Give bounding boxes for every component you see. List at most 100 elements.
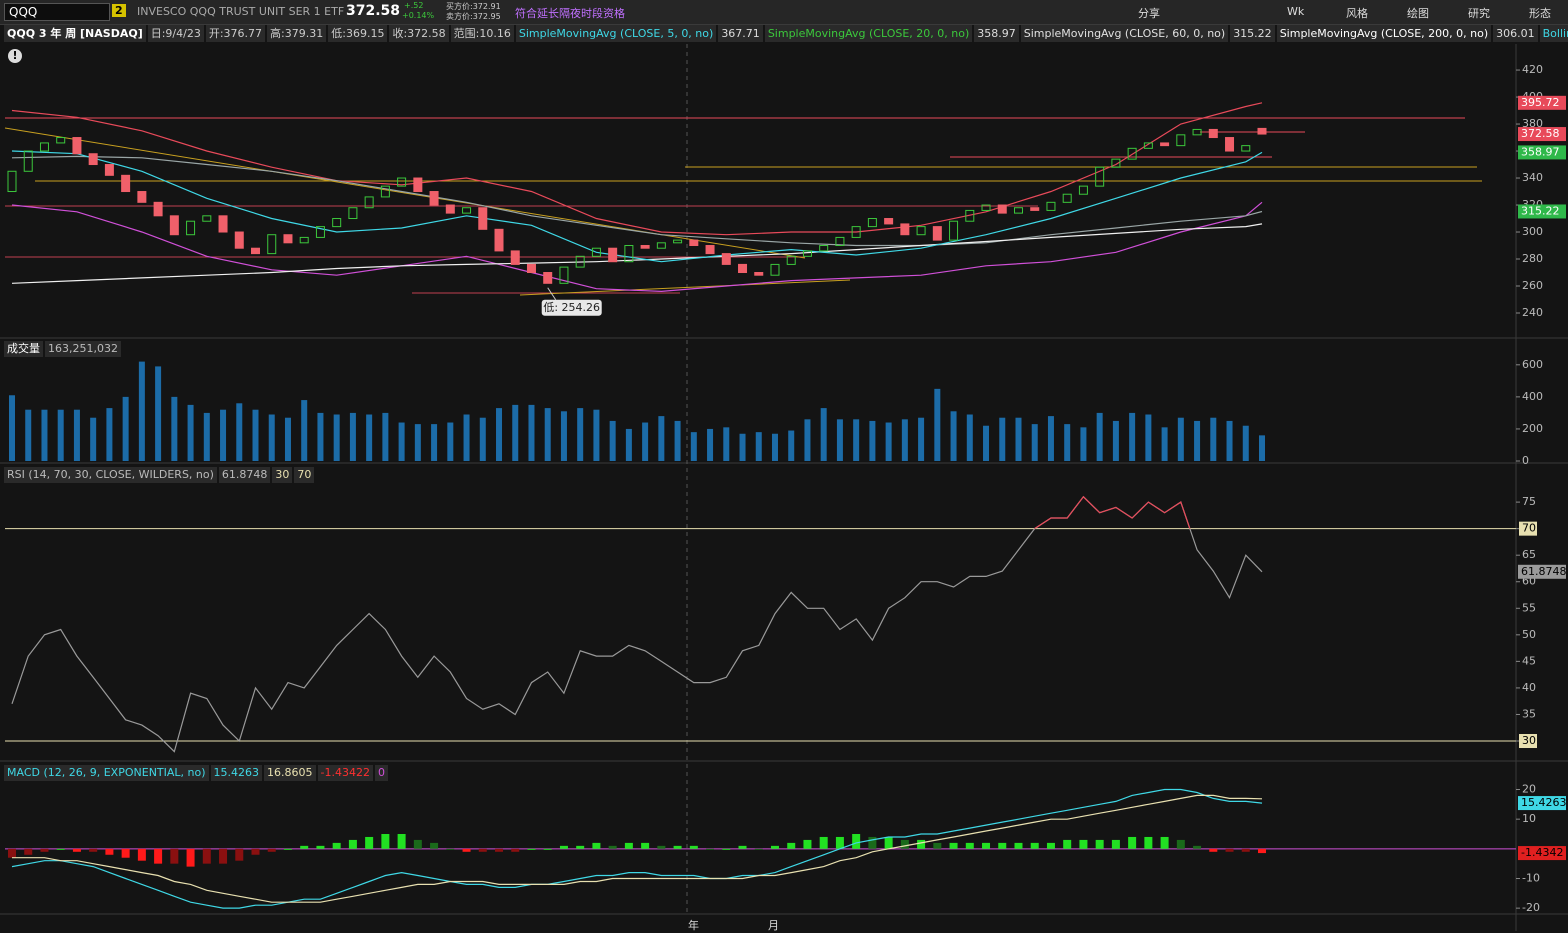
volume-bar bbox=[1177, 417, 1184, 461]
candle bbox=[559, 266, 569, 284]
volume-bar bbox=[106, 408, 113, 461]
candle bbox=[1046, 201, 1056, 211]
rsi-line bbox=[11, 495, 1263, 753]
volume-bar bbox=[171, 396, 178, 461]
candle bbox=[251, 247, 261, 255]
volume-bar bbox=[25, 409, 32, 461]
histogram-bar bbox=[852, 833, 861, 849]
panel-title: 成交量 bbox=[4, 341, 43, 357]
indicator-line bbox=[11, 102, 1263, 236]
drawing-button[interactable]: 绘图 bbox=[1407, 7, 1429, 20]
histogram-bar bbox=[1209, 848, 1218, 852]
symbol-input[interactable]: QQQ bbox=[4, 3, 110, 21]
candle bbox=[1257, 127, 1267, 135]
panel-title: RSI (14, 70, 30, CLOSE, WILDERS, no) bbox=[4, 467, 217, 483]
volume-bar bbox=[1129, 412, 1136, 461]
volume-bar bbox=[707, 428, 714, 461]
histogram-bar bbox=[559, 845, 568, 849]
time-label: 年 bbox=[688, 919, 699, 932]
price-label-box bbox=[1518, 564, 1566, 579]
histogram-bar bbox=[1128, 836, 1137, 849]
histogram-bar bbox=[884, 836, 893, 849]
volume-bar bbox=[1096, 412, 1103, 461]
volume-bar bbox=[187, 404, 194, 461]
histogram-bar bbox=[673, 845, 682, 849]
price-label: -1.4342 bbox=[1521, 846, 1563, 859]
patterns-button[interactable]: 形态 bbox=[1529, 7, 1551, 20]
candle bbox=[867, 218, 877, 228]
y-tick-label: 35 bbox=[1522, 707, 1536, 720]
candle bbox=[656, 242, 666, 249]
volume-bar bbox=[625, 428, 632, 461]
candle bbox=[510, 250, 520, 265]
low-pointer bbox=[547, 287, 557, 301]
candle bbox=[1208, 128, 1218, 139]
study-value: 367.71 bbox=[718, 25, 763, 42]
rsi-header: RSI (14, 70, 30, CLOSE, WILDERS, no) 61.8… bbox=[4, 467, 315, 483]
ohlc-field: 范围:10.16 bbox=[450, 25, 514, 42]
y-tick-label: 40 bbox=[1522, 681, 1536, 694]
level-label-box bbox=[1519, 521, 1537, 536]
volume-bar bbox=[57, 409, 64, 461]
time-label: 月 bbox=[768, 919, 779, 932]
volume-bar bbox=[1031, 424, 1038, 461]
description: INVESCO QQQ TRUST UNIT SER 1 ETF bbox=[137, 5, 345, 18]
price-label: 395.72 bbox=[1521, 96, 1560, 109]
share-button[interactable]: 分享 bbox=[1138, 7, 1160, 20]
histogram-bar bbox=[446, 848, 455, 850]
candle bbox=[981, 204, 991, 211]
histogram-bar bbox=[1014, 842, 1023, 849]
volume-bar bbox=[41, 409, 48, 461]
candle bbox=[413, 177, 423, 193]
volume-bar bbox=[642, 422, 649, 461]
histogram-bar bbox=[933, 842, 942, 849]
study-label: SimpleMovingAvg (CLOSE, 60, 0, no) bbox=[1020, 25, 1229, 42]
rsi-line-overbought bbox=[1033, 495, 1191, 529]
panel-value: 163,251,032 bbox=[45, 341, 121, 357]
histogram-bar bbox=[1176, 839, 1185, 849]
volume-bar bbox=[853, 419, 860, 461]
histogram-bar bbox=[949, 842, 958, 849]
candle bbox=[299, 236, 309, 244]
last-price: 372.58 bbox=[346, 3, 401, 19]
candle bbox=[445, 204, 455, 214]
histogram-bar bbox=[1079, 839, 1088, 849]
candle bbox=[1176, 134, 1186, 147]
volume-bar bbox=[820, 408, 827, 461]
volume-bar bbox=[577, 408, 584, 461]
price-label-box bbox=[1518, 95, 1566, 110]
volume-bar bbox=[203, 412, 210, 461]
price-label: 372.58 bbox=[1521, 127, 1560, 140]
link-badge[interactable]: 2 bbox=[112, 4, 126, 17]
volume-bar bbox=[1080, 427, 1087, 461]
volume-bar bbox=[788, 430, 795, 461]
candle bbox=[56, 137, 66, 144]
candle bbox=[673, 239, 683, 244]
volume-bar bbox=[739, 433, 746, 461]
histogram-bar bbox=[137, 848, 146, 861]
alert-icon[interactable] bbox=[8, 49, 22, 63]
candle bbox=[218, 215, 228, 233]
volume-bar bbox=[999, 417, 1006, 461]
volume-bar bbox=[1259, 435, 1265, 461]
style-button[interactable]: 风格 bbox=[1346, 7, 1368, 20]
candle bbox=[640, 245, 650, 249]
histogram-bar bbox=[803, 839, 812, 849]
y-tick-label: 340 bbox=[1522, 171, 1543, 184]
histogram-bar bbox=[413, 839, 422, 849]
candle bbox=[591, 247, 601, 257]
candle bbox=[851, 226, 861, 238]
volume-bar bbox=[1161, 427, 1168, 461]
histogram-bar bbox=[1095, 839, 1104, 849]
candle bbox=[121, 174, 131, 193]
drawn-levels bbox=[4, 117, 1482, 296]
studies-button[interactable]: 研究 bbox=[1468, 7, 1490, 20]
histogram-bar bbox=[170, 848, 179, 864]
volume-bar bbox=[1112, 420, 1119, 461]
histogram-bar bbox=[72, 848, 81, 852]
candle bbox=[721, 253, 731, 265]
price-label: 15.4263 bbox=[1521, 796, 1567, 809]
histogram-bar bbox=[835, 836, 844, 849]
timeframe-button[interactable]: Wk bbox=[1287, 5, 1305, 18]
